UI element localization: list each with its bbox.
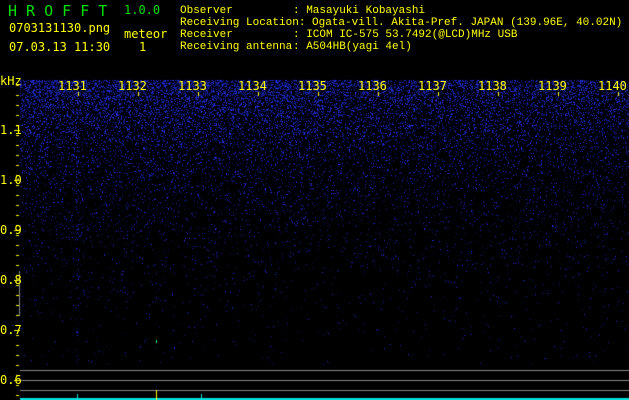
x-tick-label: 1136 xyxy=(358,79,387,93)
x-tick-label: 1135 xyxy=(298,79,327,93)
observer-text: Masayuki Kobayashi xyxy=(306,5,426,17)
y-tick-label: 1.1 xyxy=(0,123,22,137)
app-version: 1.0.0 xyxy=(124,3,161,17)
meteor-label: meteor xyxy=(124,27,168,41)
file-name: 0703131130.png xyxy=(9,21,111,35)
location-label: Receiving Location xyxy=(180,17,299,29)
y-tick-label: 0.7 xyxy=(0,323,22,337)
unit-label: kHz xyxy=(0,74,22,88)
y-tick-label: 1.0 xyxy=(0,173,22,187)
y-tick-label: 0.8 xyxy=(0,273,22,287)
x-tick-label: 1132 xyxy=(118,79,147,93)
antenna-row: Receiving antenna: A504HB(yagi 4el) xyxy=(180,41,622,53)
y-tick-label: 0.9 xyxy=(0,223,22,237)
receiver-value: : ICOM IC-575 53.7492(@LCD)MHz USB xyxy=(293,29,518,41)
location-value: : Ogata-vill. Akita-Pref. JAPAN (139.96E… xyxy=(298,17,623,29)
x-tick-label: 1133 xyxy=(178,79,207,93)
location-row: Receiving Location: Ogata-vill. Akita-Pr… xyxy=(180,17,622,29)
x-tick-label: 1134 xyxy=(238,79,267,93)
antenna-value: : A504HB(yagi 4el) xyxy=(293,41,412,53)
file-datetime: 07.03.13 11:30 xyxy=(9,40,111,54)
antenna-label: Receiving antenna xyxy=(180,41,293,53)
location-text: Ogata-vill. Akita-Pref. JAPAN (139.96E, … xyxy=(312,17,623,29)
observer-label: Observer xyxy=(180,5,233,17)
observer-row: Observer : Masayuki Kobayashi xyxy=(180,5,622,17)
info-panel: Observer : Masayuki Kobayashi Receiving L… xyxy=(180,5,622,53)
x-tick-label: 1140 xyxy=(598,79,627,93)
x-tick-label: 1137 xyxy=(418,79,447,93)
y-tick-label: 0.6 xyxy=(0,373,22,387)
receiver-row: Receiver : ICOM IC-575 53.7492(@LCD)MHz U… xyxy=(180,29,622,41)
receiver-label: Receiver xyxy=(180,29,233,41)
meteor-count: 1 xyxy=(139,40,147,54)
antenna-text: A504HB(yagi 4el) xyxy=(306,41,412,53)
x-tick-label: 1139 xyxy=(538,79,567,93)
app-title: H R O F F T xyxy=(8,2,108,20)
observer-value: : Masayuki Kobayashi xyxy=(293,5,426,17)
x-tick-label: 1138 xyxy=(478,79,507,93)
receiver-text: ICOM IC-575 53.7492(@LCD)MHz USB xyxy=(306,29,518,41)
x-tick-label: 1131 xyxy=(58,79,87,93)
